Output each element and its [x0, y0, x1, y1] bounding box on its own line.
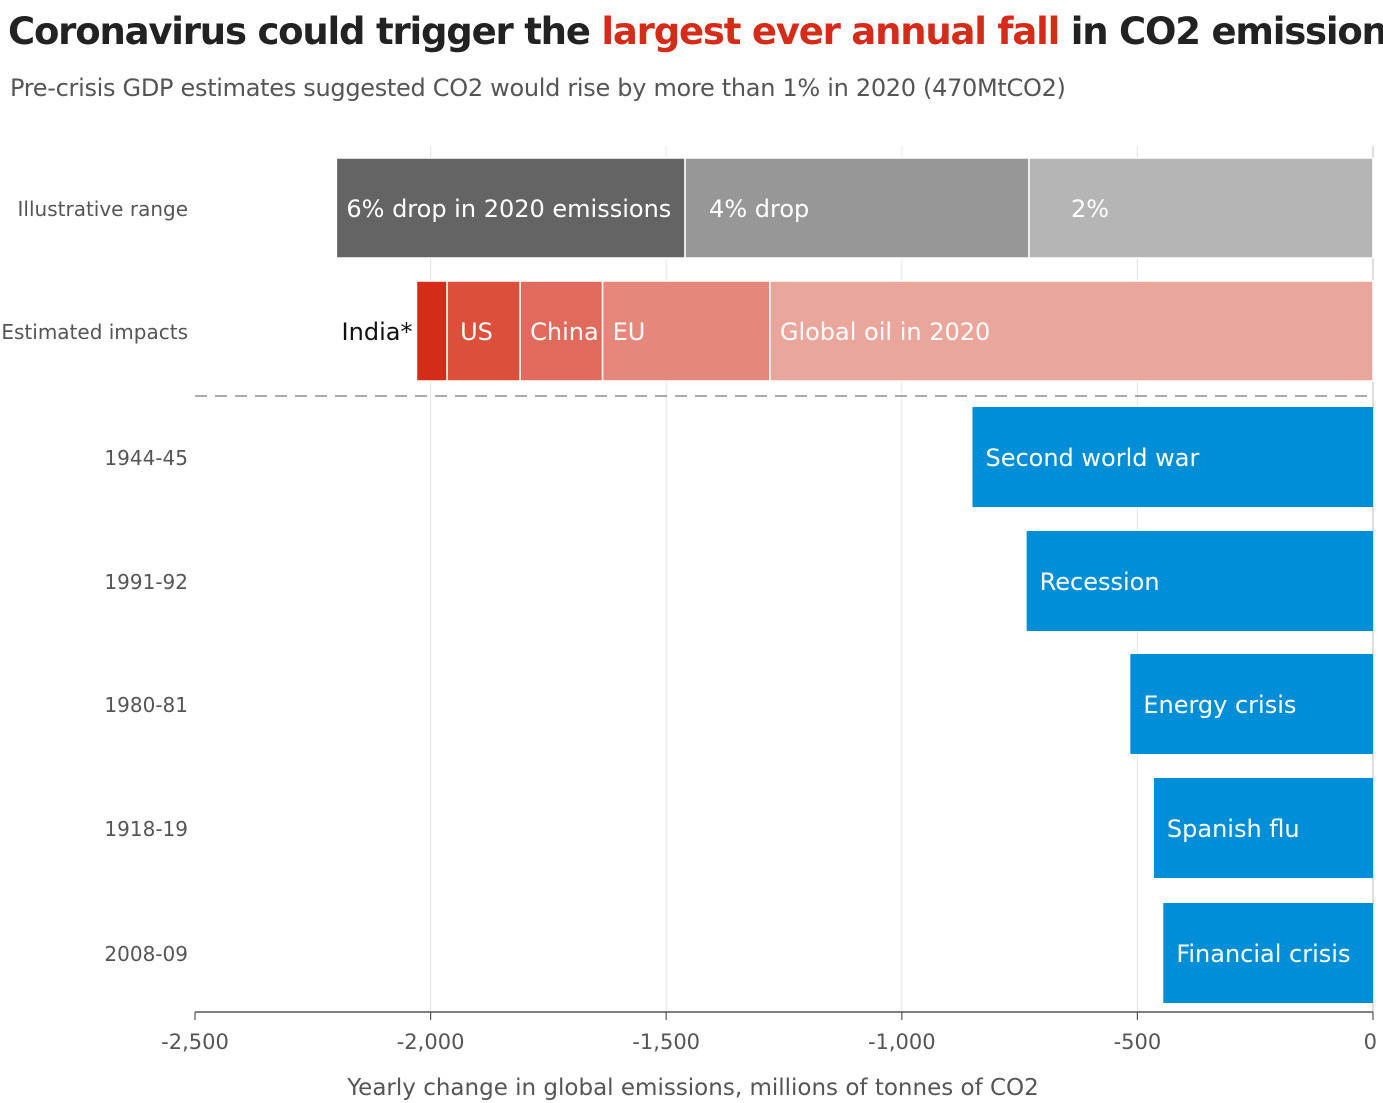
bar-label: Second world war: [985, 444, 1199, 472]
x-tick-label: -2,500: [161, 1030, 229, 1054]
bar-label: 6% drop in 2020 emissions: [346, 195, 671, 223]
category-label: Estimated impacts: [1, 320, 188, 344]
bar: [1130, 654, 1373, 754]
bar-label: 2%: [1071, 195, 1109, 223]
bar-segment: [601, 280, 771, 382]
bar-segment: [415, 280, 448, 382]
title-highlight: largest ever annual fall: [601, 10, 1060, 53]
category-label: Illustrative range: [18, 197, 188, 221]
category-label: 1918-19: [104, 817, 188, 841]
bar: [1026, 531, 1373, 631]
bar: [1163, 903, 1373, 1003]
bar-label: Recession: [1040, 568, 1160, 596]
title-part-2: in CO2 emissions: [1059, 10, 1383, 53]
bar-label: EU: [613, 318, 646, 346]
chart-title: Coronavirus could trigger the largest ev…: [8, 10, 1383, 53]
x-axis-title: Yearly change in global emissions, milli…: [346, 1075, 1039, 1101]
bar-label: China: [530, 318, 599, 346]
bar-label: US: [460, 318, 493, 346]
bar-label: 4% drop: [709, 195, 809, 223]
bar-segment: [1028, 157, 1374, 259]
chart-subtitle: Pre-crisis GDP estimates suggested CO2 w…: [10, 74, 1066, 102]
x-tick-label: -500: [1114, 1030, 1162, 1054]
bar: [1153, 778, 1373, 878]
x-tick-label: -2,000: [397, 1030, 465, 1054]
category-label: 1944-45: [104, 446, 188, 470]
x-tick-label: -1,000: [868, 1030, 936, 1054]
bar-segment: [684, 157, 1030, 259]
bar-segment: [335, 157, 686, 259]
bar-segment: [769, 280, 1374, 382]
x-tick-label: -1,500: [632, 1030, 700, 1054]
bar-label: India*: [342, 318, 413, 346]
bar-label: Financial crisis: [1176, 940, 1350, 968]
bar-label: Energy crisis: [1143, 691, 1296, 719]
bar-label: Spanish flu: [1167, 815, 1300, 843]
bar-label: Global oil in 2020: [780, 318, 990, 346]
category-label: 2008-09: [104, 942, 188, 966]
bar: [972, 407, 1373, 507]
category-label: 1980-81: [104, 693, 188, 717]
x-tick-label: 0: [1364, 1030, 1377, 1054]
title-part-1: Coronavirus could trigger the: [8, 10, 602, 53]
category-label: 1991-92: [104, 570, 188, 594]
